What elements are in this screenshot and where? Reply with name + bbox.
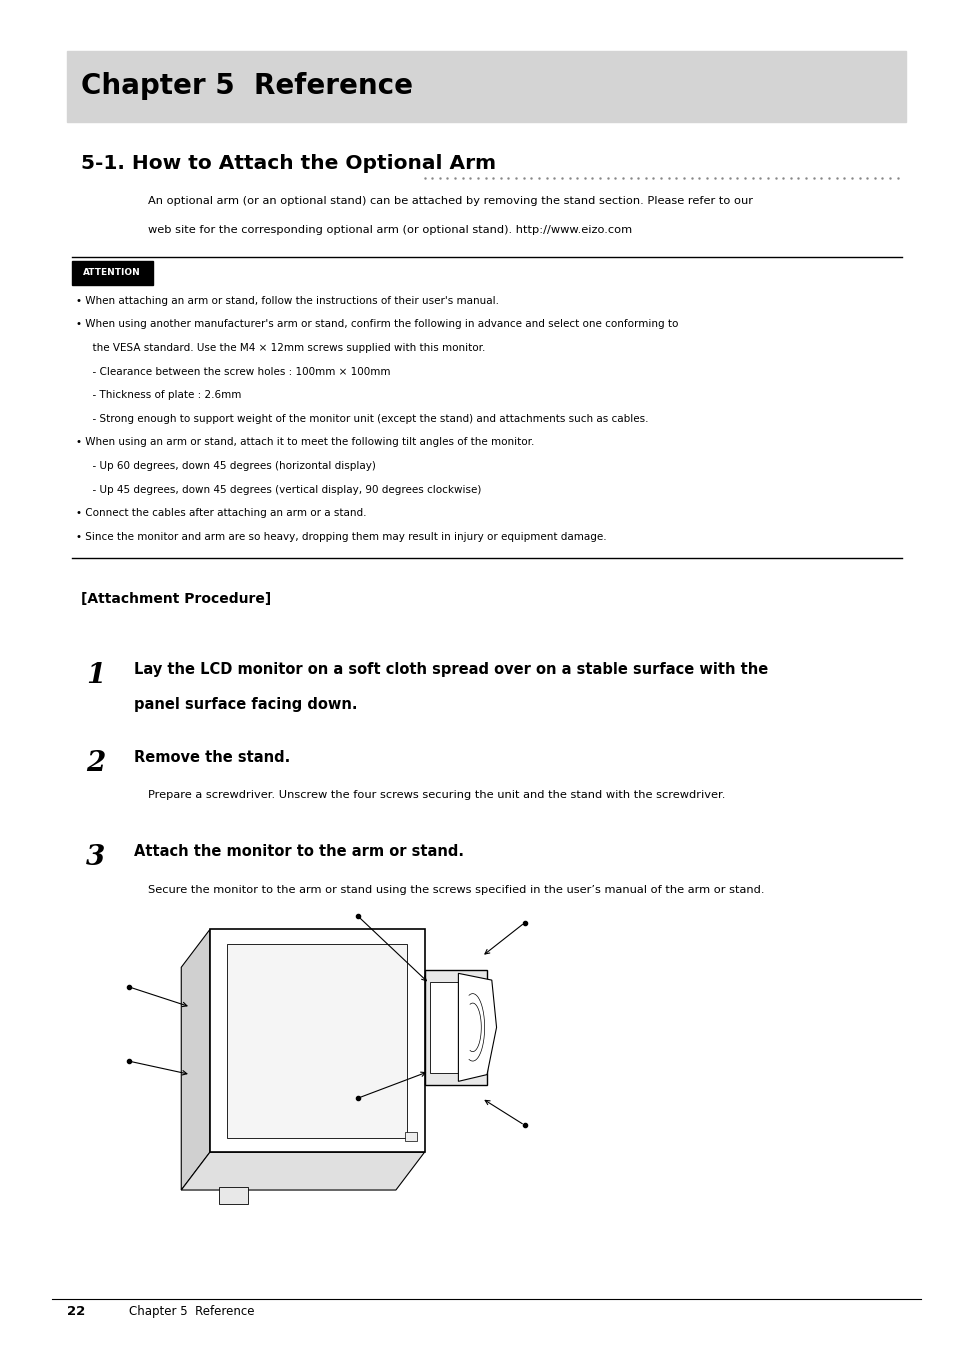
Bar: [219, 1187, 248, 1203]
Bar: [227, 944, 407, 1138]
Text: An optional arm (or an optional stand) can be attached by removing the stand sec: An optional arm (or an optional stand) c…: [148, 196, 752, 205]
Text: Attach the monitor to the arm or stand.: Attach the monitor to the arm or stand.: [133, 844, 463, 860]
Bar: [71, 261, 152, 285]
Text: 5-1. How to Attach the Optional Arm: 5-1. How to Attach the Optional Arm: [81, 154, 496, 173]
Text: Prepare a screwdriver. Unscrew the four screws securing the unit and the stand w: Prepare a screwdriver. Unscrew the four …: [148, 790, 724, 801]
Bar: [210, 929, 424, 1152]
Text: Remove the stand.: Remove the stand.: [133, 749, 290, 765]
Bar: [67, 51, 905, 122]
Text: • Connect the cables after attaching an arm or a stand.: • Connect the cables after attaching an …: [76, 508, 367, 518]
Polygon shape: [457, 973, 496, 1081]
Text: [Attachment Procedure]: [Attachment Procedure]: [81, 591, 271, 606]
Text: 2: 2: [86, 749, 105, 776]
Text: Chapter 5  Reference: Chapter 5 Reference: [81, 73, 413, 100]
Text: Secure the monitor to the arm or stand using the screws specified in the user’s : Secure the monitor to the arm or stand u…: [148, 884, 763, 895]
Text: ATTENTION: ATTENTION: [83, 269, 141, 277]
Text: • When using another manufacturer's arm or stand, confirm the following in advan: • When using another manufacturer's arm …: [76, 319, 678, 329]
Text: the VESA standard. Use the M4 × 12mm screws supplied with this monitor.: the VESA standard. Use the M4 × 12mm scr…: [86, 343, 485, 352]
Text: 1: 1: [86, 662, 105, 688]
Polygon shape: [181, 1152, 424, 1189]
Text: - Thickness of plate : 2.6mm: - Thickness of plate : 2.6mm: [86, 390, 241, 400]
Text: • Since the monitor and arm are so heavy, dropping them may result in injury or : • Since the monitor and arm are so heavy…: [76, 532, 606, 541]
Text: 22: 22: [67, 1305, 85, 1319]
Text: - Clearance between the screw holes : 100mm × 100mm: - Clearance between the screw holes : 10…: [86, 366, 390, 377]
Text: - Strong enough to support weight of the monitor unit (except the stand) and att: - Strong enough to support weight of the…: [86, 413, 648, 424]
Text: - Up 60 degrees, down 45 degrees (horizontal display): - Up 60 degrees, down 45 degrees (horizo…: [86, 460, 375, 471]
Bar: [430, 981, 464, 1072]
Text: panel surface facing down.: panel surface facing down.: [133, 697, 356, 713]
Bar: [424, 969, 486, 1084]
Text: 3: 3: [86, 844, 105, 871]
Text: Chapter 5  Reference: Chapter 5 Reference: [129, 1305, 254, 1319]
Text: • When using an arm or stand, attach it to meet the following tilt angles of the: • When using an arm or stand, attach it …: [76, 437, 534, 447]
Text: web site for the corresponding optional arm (or optional stand). http://www.eizo: web site for the corresponding optional …: [148, 225, 631, 235]
Bar: [405, 1131, 416, 1141]
Polygon shape: [181, 929, 210, 1189]
Text: Lay the LCD monitor on a soft cloth spread over on a stable surface with the: Lay the LCD monitor on a soft cloth spre…: [133, 662, 767, 678]
Text: • When attaching an arm or stand, follow the instructions of their user's manual: • When attaching an arm or stand, follow…: [76, 296, 498, 305]
Text: - Up 45 degrees, down 45 degrees (vertical display, 90 degrees clockwise): - Up 45 degrees, down 45 degrees (vertic…: [86, 485, 480, 494]
